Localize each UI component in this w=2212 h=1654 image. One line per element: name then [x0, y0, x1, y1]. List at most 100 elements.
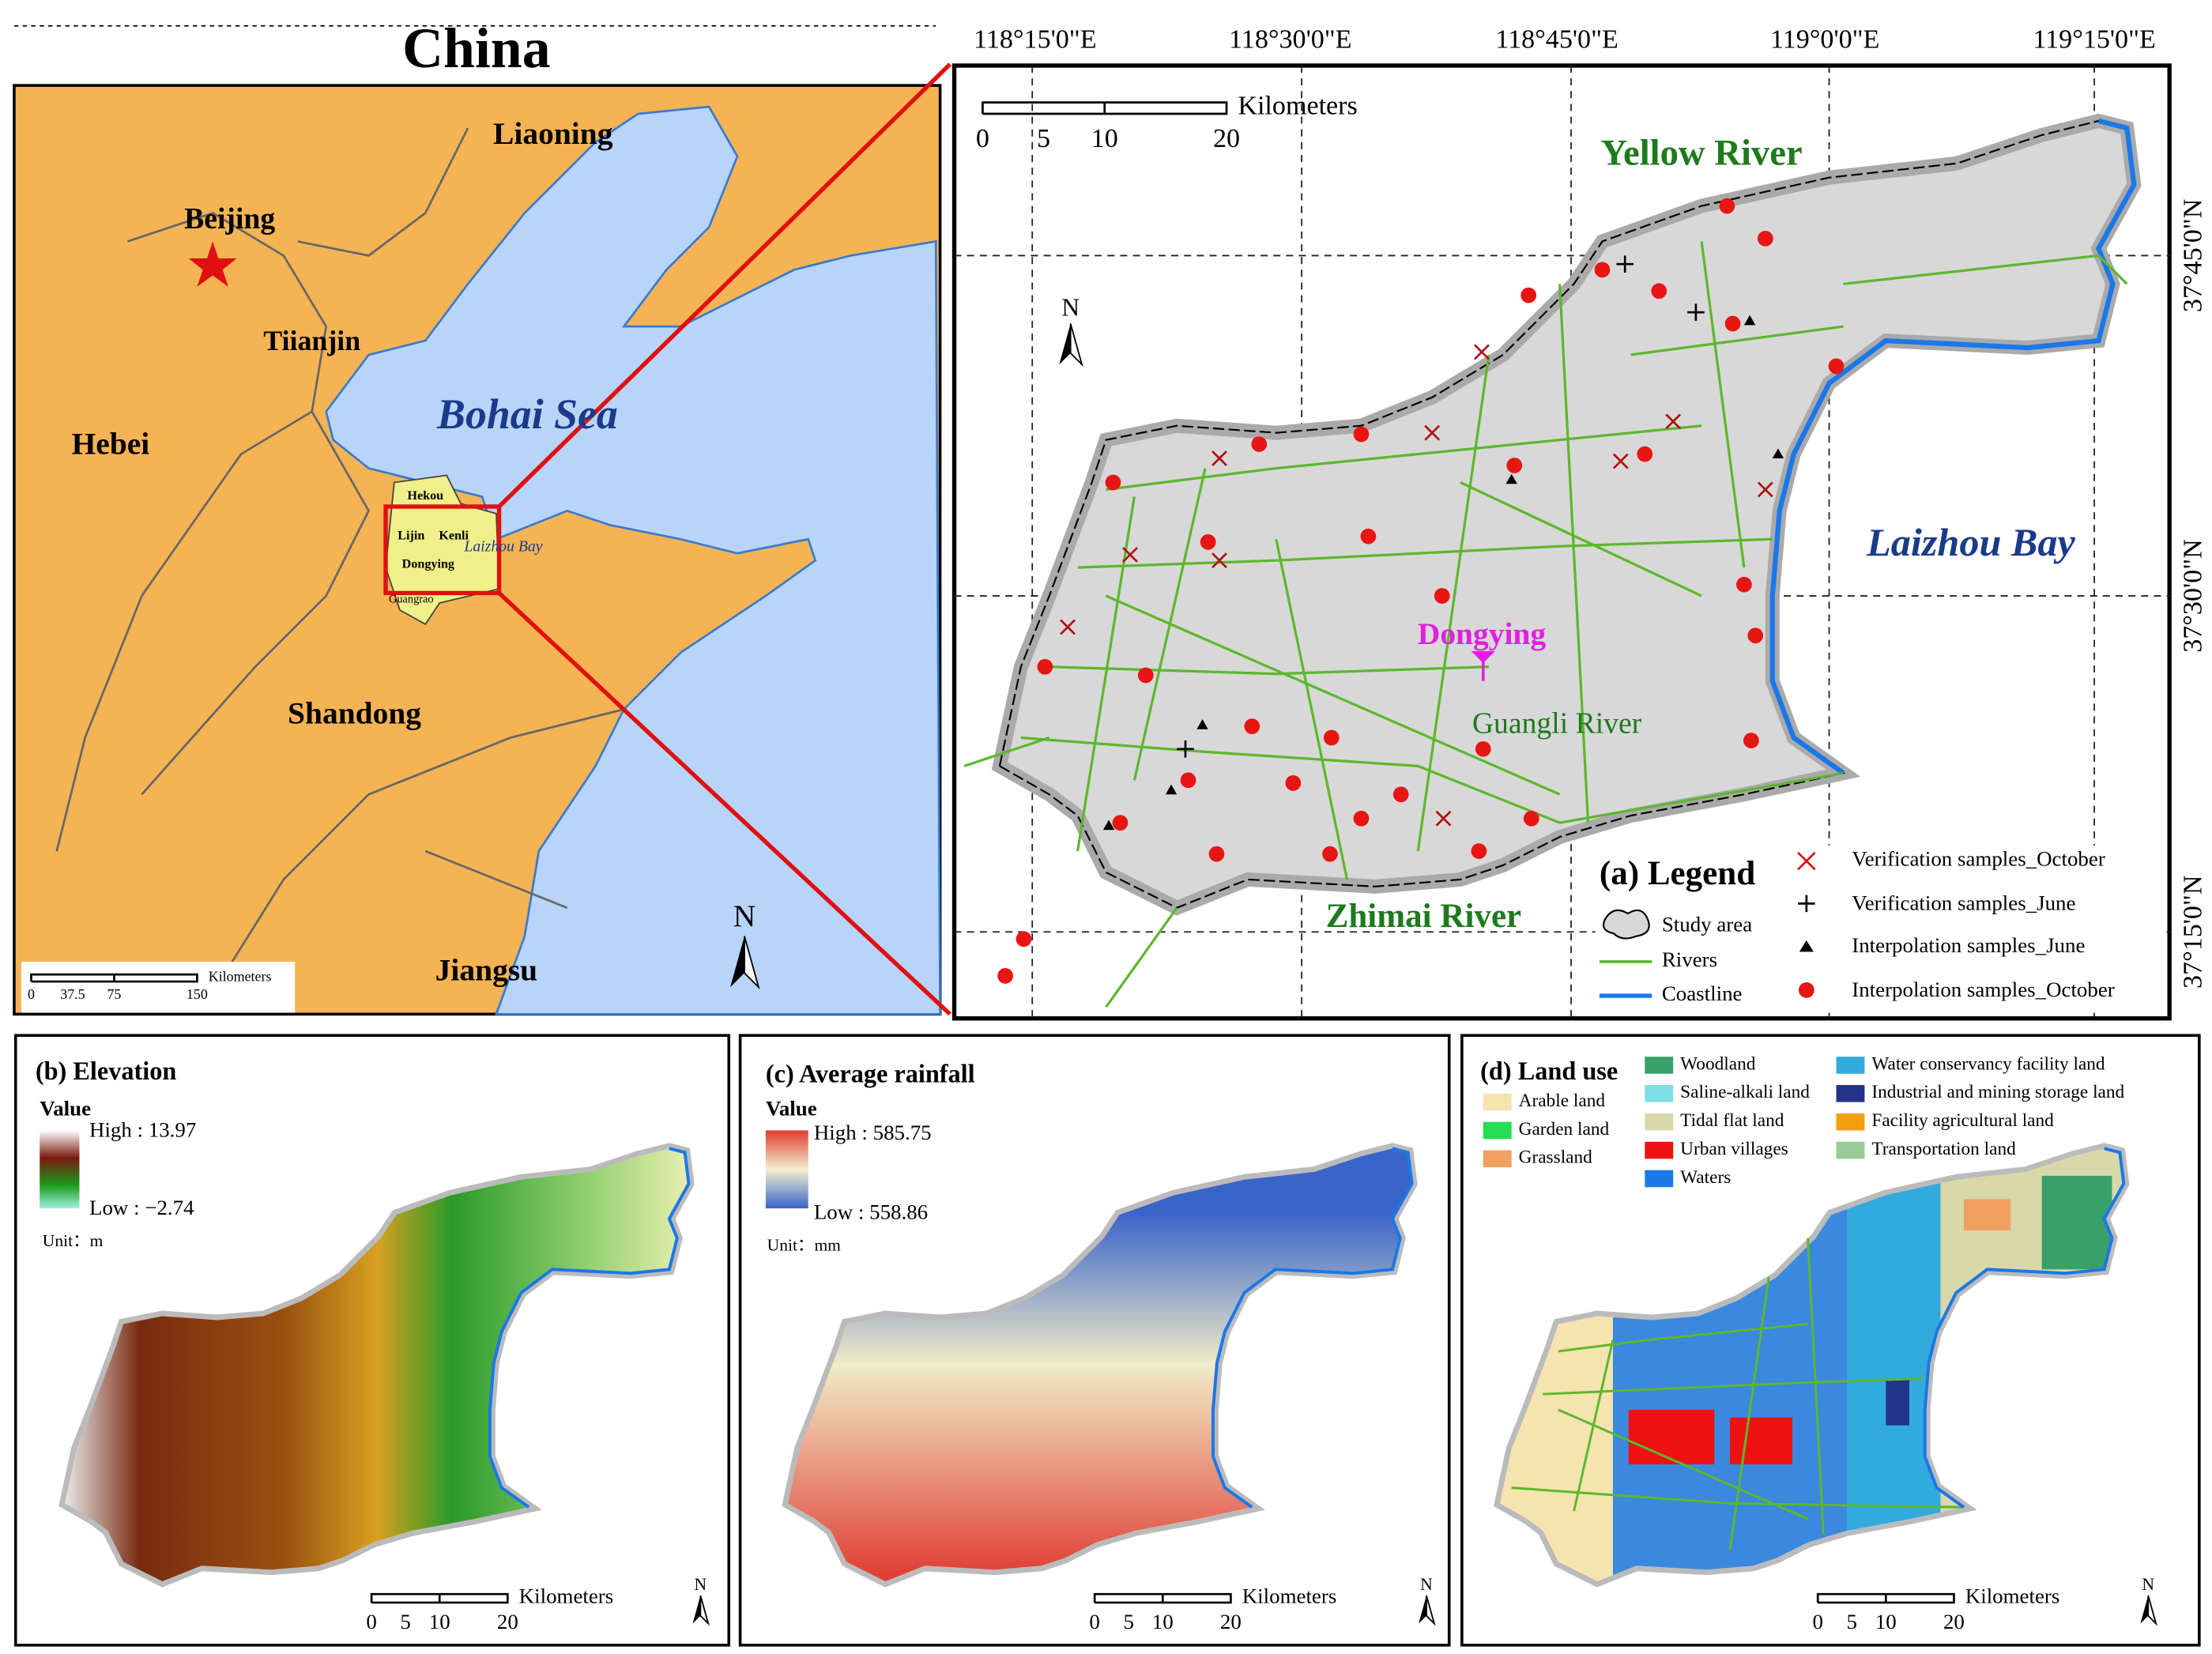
- inset-label: Guangrao: [389, 593, 434, 606]
- study-inset: [385, 474, 500, 626]
- north-arrow: N: [1059, 294, 1083, 367]
- sample: [1506, 458, 1523, 473]
- north-arrow-shape: [2147, 1595, 2157, 1626]
- sample: [1244, 718, 1261, 734]
- longitude-label: 118°15'0"E: [974, 24, 1096, 54]
- scale-tick-label: 10: [1091, 124, 1118, 153]
- place-label: Tiianjin: [263, 325, 360, 356]
- sample: [1102, 819, 1115, 831]
- scale-unit: Kilometers: [1965, 1584, 2060, 1608]
- inset-box: [383, 504, 502, 596]
- sample: [1651, 283, 1667, 300]
- north-arrow-shape: [692, 1595, 701, 1624]
- sample: [1521, 287, 1537, 303]
- scale-tick-label: 5: [1037, 124, 1050, 153]
- panel-title: (b) Elevation: [36, 1057, 176, 1085]
- legend-label: Garden land: [1519, 1119, 1610, 1140]
- landuse-patch: [1628, 1409, 1715, 1465]
- landuse-panel: (d) Land use Arable land Garden land Grass…: [1460, 1034, 2201, 1647]
- north-arrow: N: [730, 899, 760, 990]
- sample: [1724, 315, 1741, 332]
- legend-swatch: [1836, 1085, 1865, 1102]
- legend-swatch: [1836, 1141, 1865, 1159]
- scale-tick-label: 5: [400, 1610, 410, 1633]
- sample: [1475, 740, 1491, 757]
- legend-label: Interpolation samples_June: [1852, 933, 2085, 957]
- ramp-heading: Value: [40, 1097, 91, 1121]
- interpolation-october: [997, 198, 1845, 984]
- ramp-high: High : 585.75: [814, 1121, 932, 1144]
- interpolation-june: [1102, 315, 1784, 831]
- sample: [1323, 729, 1340, 746]
- legend-label: Coastline: [1662, 981, 1743, 1005]
- ramp-high: High : 13.97: [89, 1117, 196, 1141]
- legend-swatch: [1645, 1141, 1674, 1159]
- longitude-label: 119°15'0"E: [2033, 24, 2155, 54]
- place-label: Liaoning: [493, 116, 613, 151]
- study-panel: Yellow River Laizhou Bay Dongying Guangl…: [951, 63, 2172, 1021]
- legend-swatch: [1483, 1093, 1512, 1111]
- sample: [1434, 588, 1450, 604]
- capital-star: [188, 241, 237, 287]
- scale-tick-label: 10: [1152, 1610, 1174, 1633]
- legend-swatch: [1645, 1057, 1674, 1074]
- landuse-patch: [1846, 1148, 1941, 1582]
- legend-swatch: [1798, 895, 1815, 913]
- province-borders: [55, 127, 624, 994]
- legend-label: Verification samples_June: [1852, 891, 2075, 914]
- scale-tick-label: 0: [976, 124, 989, 153]
- scale-tick-label: 0: [28, 986, 35, 1002]
- north-label: N: [1420, 1575, 1433, 1594]
- legend-label: Facility agricultural land: [1871, 1110, 2054, 1131]
- ramp-low: Low : 558.86: [814, 1200, 928, 1223]
- scale-tick-label: 0: [1089, 1610, 1099, 1633]
- legend-label: Saline-alkali land: [1680, 1082, 1810, 1102]
- china-panel: China Liaoning Beijing Tiianjin Hebei Bo…: [13, 17, 952, 1016]
- sample: [997, 968, 1013, 984]
- scale-tick-label: 20: [1943, 1610, 1965, 1633]
- legend: (a) Legend Study area Rivers Coastline V…: [1595, 845, 2163, 1013]
- legend-swatch: [1799, 940, 1814, 952]
- north-label: N: [733, 899, 756, 933]
- zoom-line: [497, 591, 951, 1016]
- sample: [1016, 931, 1032, 948]
- legend-swatch: [1797, 851, 1816, 871]
- city-marker: [1471, 651, 1495, 681]
- scale-line: [982, 101, 1228, 115]
- elevation-panel: (b) Elevation Value High : 13.97 Low : −…: [13, 1034, 731, 1647]
- sample: [1719, 198, 1735, 214]
- legend-swatch: [1798, 981, 1814, 998]
- north-arrow-shape: [1059, 323, 1071, 365]
- sample: [1353, 810, 1370, 827]
- legend-label: Transportation land: [1871, 1139, 2016, 1159]
- place-label: Shandong: [288, 696, 421, 731]
- place-label: Jiangsu: [435, 952, 537, 987]
- sample: [1471, 843, 1487, 859]
- north-arrow-shape: [2140, 1595, 2149, 1624]
- river-label: Zhimai River: [1326, 898, 1521, 935]
- legend-label: Water conservancy facility land: [1871, 1053, 2105, 1074]
- scale-unit: Kilometers: [519, 1584, 614, 1608]
- legend-label: Arable land: [1519, 1091, 1606, 1111]
- north-arrow: N: [1419, 1575, 1436, 1626]
- sample: [1637, 446, 1653, 462]
- sample: [1322, 846, 1338, 862]
- sample: [1392, 786, 1409, 803]
- inset-label: Laizhou Bay: [463, 538, 542, 556]
- place-label: Hebei: [72, 427, 150, 462]
- scale-tick-label: 0: [1812, 1610, 1822, 1633]
- verification-october: [1060, 344, 1773, 827]
- legend-title: (a) Legend: [1600, 855, 1755, 892]
- city-label: Dongying: [1418, 616, 1547, 651]
- sample: [1105, 474, 1121, 491]
- longitude-label: 118°30'0"E: [1229, 24, 1351, 54]
- north-arrow: N: [692, 1575, 710, 1626]
- sample: [1251, 436, 1268, 452]
- scale-unit: Kilometers: [1242, 1584, 1337, 1608]
- landuse-patch: [1964, 1199, 2011, 1230]
- legend-label: Waters: [1680, 1167, 1731, 1188]
- river-label: Guangli River: [1472, 707, 1642, 740]
